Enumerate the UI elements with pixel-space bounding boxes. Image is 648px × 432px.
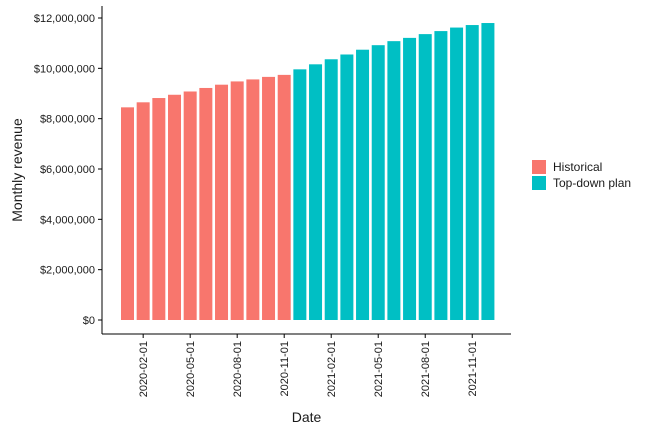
y-tick-label: $10,000,000 (34, 63, 95, 75)
legend-label: Historical (553, 160, 602, 174)
bar (418, 34, 432, 321)
y-tick-label: $0 (83, 315, 95, 327)
bar (136, 102, 150, 320)
legend: Historical Top-down plan (532, 160, 631, 190)
y-tick-label: $12,000,000 (34, 13, 95, 25)
bar (434, 31, 448, 321)
bar (121, 107, 134, 320)
bar (465, 25, 479, 321)
legend-label: Top-down plan (553, 176, 631, 190)
legend-swatch (532, 160, 546, 174)
bar (152, 98, 166, 320)
bar (230, 81, 244, 320)
x-tick-label: 2020-05-01 (185, 341, 197, 397)
bar (481, 23, 495, 321)
x-tick-label: 2020-11-01 (279, 341, 291, 396)
bar (403, 37, 417, 320)
x-axis-ticks: 2020-02-01 2020-05-01 2020-08-01 2020-11-01… (138, 334, 479, 397)
x-tick-label: 2021-05-01 (373, 341, 385, 397)
bar (183, 91, 197, 321)
bar (262, 76, 276, 320)
y-axis-title: Monthly revenue (9, 118, 25, 222)
bar (215, 84, 229, 320)
bar (199, 87, 213, 321)
y-tick-label: $8,000,000 (40, 114, 95, 126)
bars-layer (121, 23, 495, 321)
bar (324, 59, 338, 321)
y-tick-label: $4,000,000 (40, 214, 95, 226)
bar (387, 41, 401, 321)
x-tick-label: 2020-08-01 (232, 341, 244, 397)
bar (293, 69, 307, 320)
bar (356, 49, 370, 321)
bar (309, 64, 323, 320)
bar (277, 74, 291, 320)
y-tick-label: $6,000,000 (40, 164, 95, 176)
y-axis-ticks: $0 $2,000,000 $4,000,000 $6,000,000 $8,000,0… (34, 13, 102, 327)
bar (340, 54, 354, 321)
bar (246, 79, 260, 320)
x-axis-title: Date (292, 409, 322, 425)
x-tick-label: 2020-02-01 (138, 341, 150, 397)
bar (450, 27, 464, 321)
bar (371, 45, 385, 321)
y-tick-label: $2,000,000 (40, 265, 95, 277)
legend-swatch (532, 176, 546, 190)
bar (168, 94, 182, 320)
x-tick-label: 2021-11-01 (467, 341, 479, 396)
x-tick-label: 2021-02-01 (326, 341, 338, 397)
x-tick-label: 2021-08-01 (420, 341, 432, 397)
